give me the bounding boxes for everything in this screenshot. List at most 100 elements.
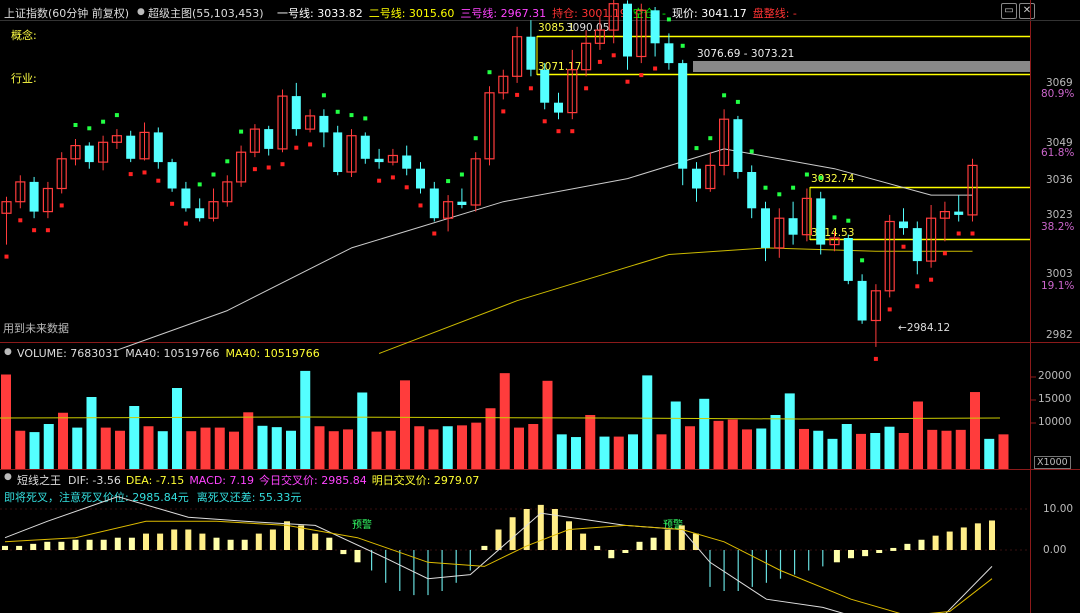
- volume-bar: [756, 428, 767, 469]
- sar-dot-red: [528, 86, 533, 91]
- macd-bar-block: [876, 550, 883, 553]
- future-data-note: 用到未来数据: [3, 322, 69, 335]
- candle-up: [236, 151, 247, 183]
- sar-dot-green: [101, 119, 106, 124]
- sar-dot-green: [680, 43, 685, 48]
- candle-up: [208, 201, 219, 219]
- sar-dot-red: [956, 231, 961, 236]
- warning-label: 预警: [663, 520, 683, 531]
- candle-down: [374, 158, 384, 163]
- sar-dot-green: [211, 172, 216, 177]
- volume-unit: X1000: [1034, 456, 1071, 469]
- industry-label[interactable]: 行业:: [11, 72, 37, 85]
- indicator-item: MACD: 7.19: [189, 474, 254, 487]
- candle-down: [195, 208, 205, 219]
- range-label: 3076.69 - 3073.21: [697, 48, 795, 60]
- index-name[interactable]: 上证指数(60分钟 前复权): [4, 7, 130, 20]
- volume-bar: [870, 433, 881, 469]
- macd-bar-block: [44, 541, 51, 550]
- candle-up: [705, 164, 716, 190]
- volume-tick: 15000: [1038, 393, 1072, 405]
- indicator-item-value: 2967.31: [497, 7, 547, 20]
- indicator-item-label: MA40:: [125, 347, 160, 360]
- volume-bar: [200, 427, 211, 469]
- price-tick: 3023: [1046, 209, 1073, 221]
- sar-dot-green: [459, 172, 464, 177]
- volume-bar: [613, 436, 624, 469]
- indicator-item-label: 一号线:: [277, 7, 314, 20]
- macd-panel-dot-icon[interactable]: ●: [4, 472, 12, 482]
- volume-bar: [257, 425, 268, 469]
- candle-up: [774, 217, 785, 249]
- volume-ma40-line: [0, 416, 1001, 420]
- sar-dot-red: [418, 203, 423, 208]
- sar-dot-red: [556, 129, 561, 134]
- candle-up: [15, 181, 26, 203]
- candle-up: [511, 36, 523, 77]
- sar-dot-red: [377, 178, 382, 183]
- macd-bar-block: [636, 541, 643, 550]
- sar-dot-green: [791, 185, 796, 190]
- volume-bar: [385, 430, 396, 469]
- candle-down: [664, 43, 674, 64]
- indicator-item: 今日交叉价: 2985.84: [259, 474, 367, 487]
- restore-window-icon[interactable]: ▭: [1001, 3, 1017, 19]
- indicator-item-value: 2985.84: [317, 474, 367, 487]
- sar-dot-red: [901, 244, 906, 249]
- indicator-item-value: 3041.17: [697, 7, 747, 20]
- volume-panel-dot-icon[interactable]: ●: [4, 347, 12, 357]
- candle-down: [526, 36, 536, 70]
- volume-bar: [314, 426, 325, 469]
- volume-bar: [727, 419, 738, 469]
- volume-bar: [86, 397, 97, 469]
- sar-dot-red: [915, 284, 920, 289]
- volume-bar: [357, 392, 368, 469]
- macd-bar-block: [72, 539, 79, 550]
- indicator-item: 现价: 3041.17: [672, 7, 747, 20]
- candle-up: [718, 118, 730, 166]
- macd-bar-block: [904, 543, 911, 550]
- candle-down: [623, 3, 632, 57]
- close-window-icon[interactable]: ✕: [1019, 3, 1035, 19]
- indicator-item-value: -: [658, 7, 666, 20]
- macd-bar-block: [114, 537, 121, 550]
- indicator-item-label: 三号线:: [460, 7, 498, 20]
- volume-bar: [286, 430, 296, 469]
- indicator-item-value: 10519766: [260, 347, 320, 360]
- candle-down: [761, 208, 770, 248]
- low-price-label: ←2984.12: [898, 322, 951, 334]
- macd-indicator-name[interactable]: 短线之王: [17, 474, 61, 487]
- sar-dot-red: [404, 185, 409, 190]
- volume-bar: [742, 429, 752, 469]
- sar-dot-red: [170, 201, 175, 206]
- candle-down: [843, 238, 853, 281]
- volume-tick: 20000: [1038, 370, 1072, 382]
- candle-down: [692, 168, 701, 189]
- volume-bar: [685, 426, 695, 469]
- volume-bar: [542, 380, 553, 469]
- candle-up: [56, 158, 67, 190]
- volume-bar: [457, 425, 467, 469]
- settings-dot-icon[interactable]: ●: [137, 7, 145, 17]
- indicator-item-label: 二号线:: [368, 7, 406, 20]
- macd-bar-block: [227, 539, 234, 550]
- sar-dot-red: [942, 251, 947, 256]
- sar-dot-green: [749, 149, 754, 154]
- candle-down: [333, 132, 343, 172]
- volume-bar: [699, 398, 710, 469]
- candle-down: [153, 132, 163, 163]
- sar-dot-green: [777, 192, 782, 197]
- percent-tick: 38.2%: [1041, 221, 1075, 233]
- indicator-item: 一号线: 3033.82: [277, 7, 363, 20]
- indicator-item-label: 即将死叉，注意死叉价位:: [4, 491, 129, 504]
- indicator-name[interactable]: 超级主图(55,103,453): [148, 7, 264, 20]
- indicator-item-label: DIF:: [68, 474, 89, 487]
- macd-bar-block: [16, 545, 23, 550]
- price-tick: 2982: [1046, 329, 1073, 341]
- concept-label[interactable]: 概念:: [11, 29, 37, 42]
- gray-range-zone: [693, 61, 1030, 72]
- volume-bar: [913, 401, 923, 469]
- level-label-3085: 3085.1: [538, 22, 575, 34]
- candle-up: [636, 9, 647, 58]
